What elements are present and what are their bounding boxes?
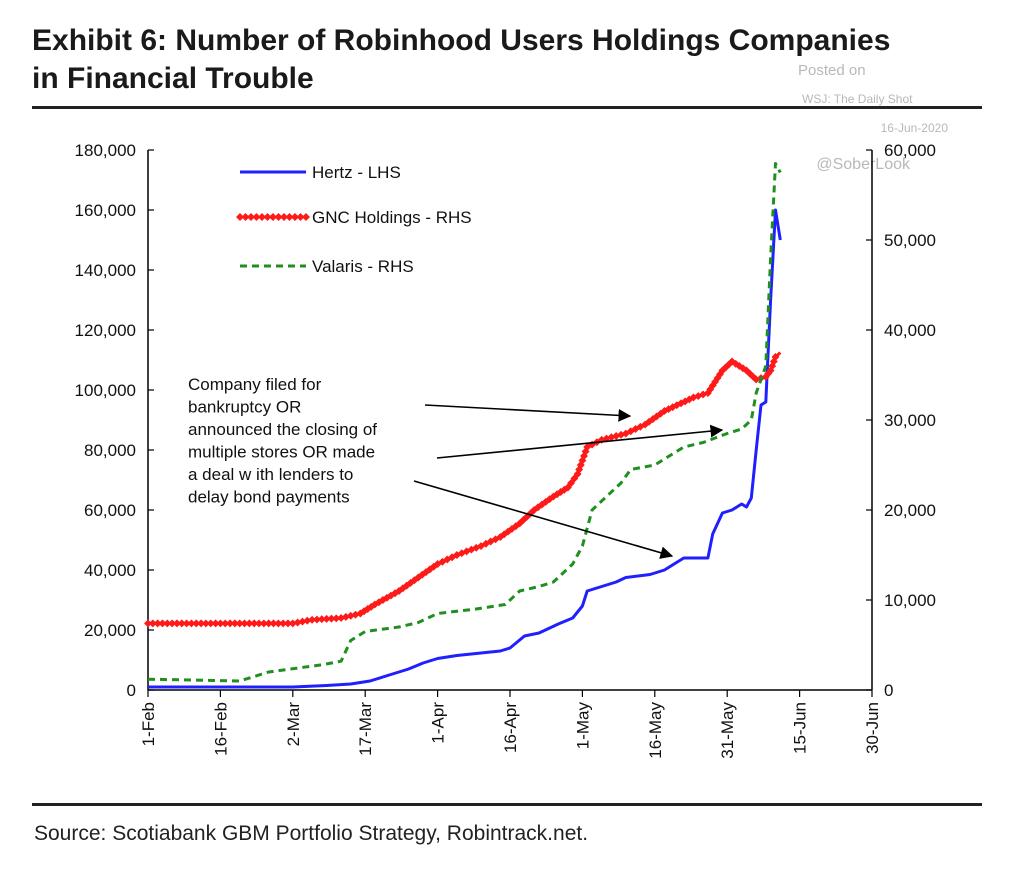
left-y-tick-label: 40,000 (84, 561, 136, 580)
series-line-valaris (147, 162, 782, 683)
left-y-tick-label: 140,000 (75, 261, 136, 280)
series-point-gnc (308, 615, 317, 624)
title-rule (32, 106, 982, 109)
right-y-tick-label: 0 (884, 681, 893, 700)
right-y-tick-label: 10,000 (884, 591, 936, 610)
series-point-gnc (332, 614, 341, 623)
legend-label: GNC Holdings - RHS (312, 208, 472, 227)
left-y-tick-label: 20,000 (84, 621, 136, 640)
legend-marker (291, 213, 299, 221)
x-tick-label: 30-Jun (863, 702, 882, 754)
watermark-label: @SoberLook (816, 156, 911, 173)
posted-date-label: 16-Jun-2020 (881, 121, 949, 135)
legend-marker (247, 213, 255, 221)
annotation-text-line: delay bond payments (188, 488, 350, 507)
posted-on-label: Posted on (798, 62, 866, 79)
legend-marker (263, 213, 272, 221)
series-point-gnc (148, 619, 157, 628)
x-tick-label: 17-Mar (356, 702, 375, 756)
legend-marker (285, 213, 294, 221)
left-y-tick-label: 160,000 (75, 201, 136, 220)
x-tick-label: 1-Apr (429, 702, 448, 744)
right-y-tick-label: 20,000 (884, 501, 936, 520)
series-point-gnc (226, 619, 235, 628)
annotation-arrow (413, 480, 674, 559)
source-note: Source: Scotiabank GBM Portfolio Strateg… (34, 822, 589, 845)
x-tick-label: 2-Mar (284, 702, 303, 747)
legend-marker (296, 213, 305, 221)
series-point-gnc (168, 619, 177, 628)
legend-marker (269, 213, 277, 221)
legend-marker (252, 213, 261, 221)
series-point-gnc (312, 615, 321, 624)
legend-marker (274, 213, 283, 221)
chart-canvas: 16-Jun-2020 @SoberLook 0 20,000 40,000 60,000… (75, 121, 949, 759)
series-point-gnc (284, 619, 292, 628)
x-tick-label: 31-May (718, 702, 737, 759)
x-tick-label: 16-May (646, 702, 665, 759)
chart-title-line-1: Exhibit 6: Number of Robinhood Users Hol… (32, 24, 891, 57)
series-point-gnc (221, 619, 230, 628)
left-y-tick-label: 180,000 (75, 141, 136, 160)
legend-marker (258, 213, 266, 221)
annotation-text-line: Company filed for (188, 375, 322, 394)
footer-rule (32, 803, 982, 806)
series-point-gnc (216, 619, 225, 628)
legend-marker (236, 213, 244, 221)
x-tick-label: 1-Feb (139, 702, 158, 746)
legend-label: Valaris - RHS (312, 257, 414, 276)
right-y-tick-label: 30,000 (884, 411, 936, 430)
legend-marker (280, 213, 288, 221)
series-point-gnc (322, 614, 331, 623)
series-point-gnc (144, 619, 152, 628)
left-y-tick-label: 100,000 (75, 381, 136, 400)
right-y-tick-label: 40,000 (884, 321, 936, 340)
series-point-gnc (235, 619, 244, 628)
left-y-tick-label: 80,000 (84, 441, 136, 460)
series-point-gnc (327, 614, 336, 623)
series-line-hertz (148, 208, 782, 689)
posted-source-label: WSJ: The Daily Shot (802, 92, 913, 106)
annotation-arrow (424, 404, 632, 422)
x-tick-label: 15-Jun (791, 702, 810, 754)
right-y-tick-label: 50,000 (884, 231, 936, 250)
series-point-gnc (317, 615, 326, 624)
right-y-tick-label: 60,000 (884, 141, 936, 160)
left-y-tick-label: 60,000 (84, 501, 136, 520)
legend-marker (302, 213, 310, 221)
annotation-text-line: announced the closing of (188, 420, 377, 439)
annotation-text-line: a deal w ith lenders to (188, 465, 353, 484)
annotation-text-line: multiple stores OR made (188, 443, 375, 462)
x-tick-label: 1-May (573, 702, 592, 750)
x-tick-label: 16-Apr (501, 702, 520, 753)
chart-title-line-2: in Financial Trouble (32, 62, 314, 95)
left-y-tick-label: 120,000 (75, 321, 136, 340)
series-point-gnc (240, 619, 249, 628)
annotation-text-line: bankruptcy OR (188, 398, 301, 417)
annotation-arrow (436, 424, 724, 459)
legend-marker (241, 213, 250, 221)
series-point-gnc (158, 619, 167, 628)
series-point-gnc (163, 619, 172, 628)
series-point-gnc (211, 619, 220, 628)
x-tick-label: 16-Feb (211, 702, 230, 756)
chart-title: Exhibit 6: Number of Robinhood Users Hol… (32, 22, 992, 98)
left-y-tick-label: 0 (127, 681, 136, 700)
legend-label: Hertz - LHS (312, 163, 401, 182)
